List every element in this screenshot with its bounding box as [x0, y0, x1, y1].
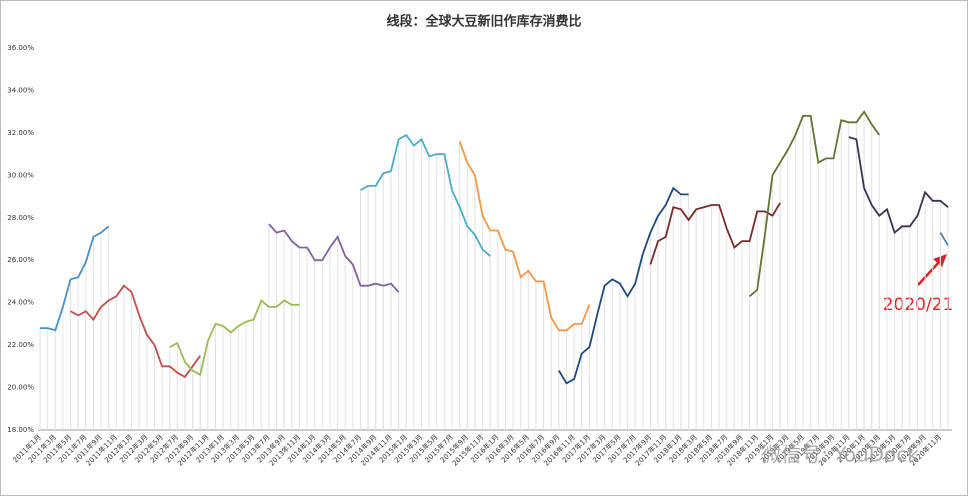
- y-tick-label: 36.00%: [7, 44, 34, 52]
- series-line: [649, 202, 781, 265]
- y-tick-label: 18.00%: [7, 426, 34, 434]
- y-tick-label: 20.00%: [7, 384, 34, 392]
- series-line: [360, 133, 491, 257]
- y-tick-label: 30.00%: [7, 171, 34, 179]
- series-line: [268, 223, 400, 293]
- series-line: [169, 299, 300, 377]
- y-tick-label: 34.00%: [7, 86, 34, 94]
- annotation-arrow: [917, 260, 941, 286]
- watermark: 微信号: YouDock: [761, 443, 919, 467]
- y-tick-label: 32.00%: [7, 129, 34, 137]
- series-line: [40, 225, 110, 332]
- series-line: [749, 110, 881, 297]
- y-tick-label: 28.00%: [7, 214, 34, 222]
- series-line: [458, 141, 591, 332]
- y-tick-label: 26.00%: [7, 256, 34, 264]
- series-line: [558, 186, 689, 385]
- y-tick-label: 24.00%: [7, 299, 34, 307]
- series-line: [70, 284, 201, 379]
- series-line: [939, 232, 949, 246]
- chart-title: 线段：全球大豆新旧作库存消费比: [386, 14, 581, 30]
- y-tick-label: 22.00%: [7, 341, 34, 349]
- series-line: [848, 136, 949, 235]
- annotation: 2020/21: [883, 295, 954, 315]
